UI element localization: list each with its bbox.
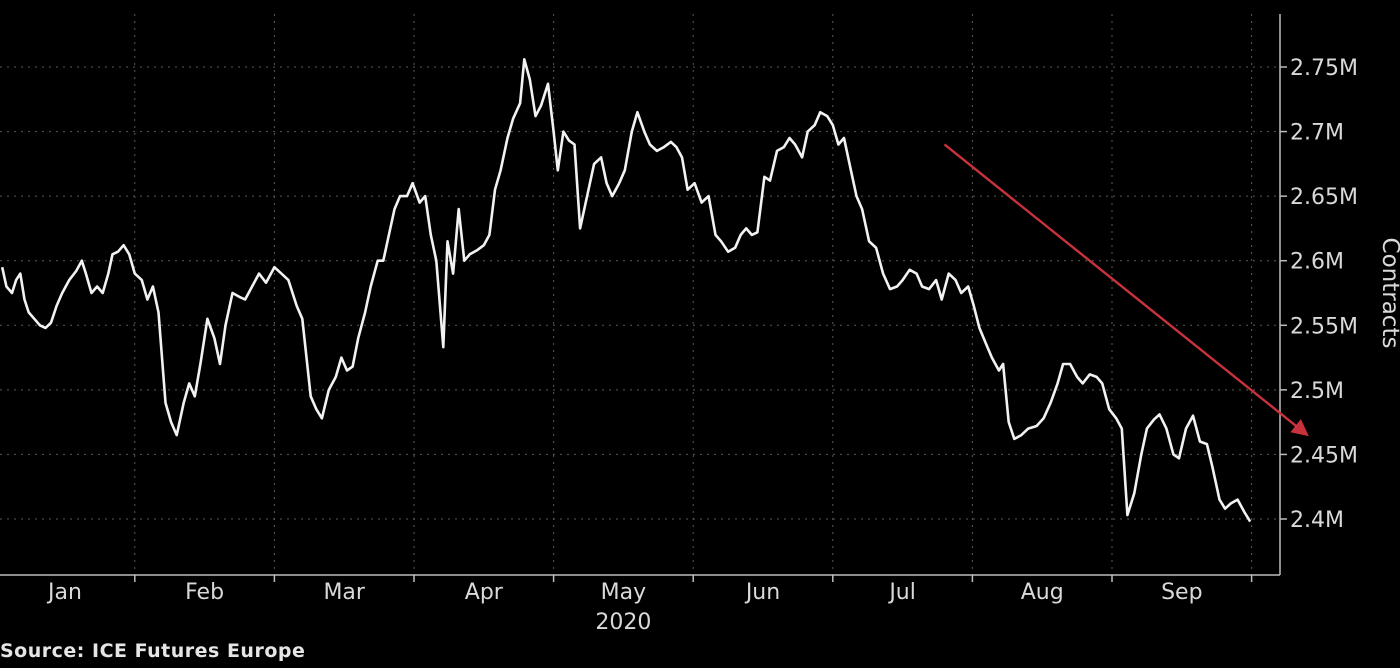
y-tick-label: 2.5M bbox=[1290, 379, 1344, 404]
x-gridlines bbox=[134, 14, 1253, 575]
x-tick-label: May bbox=[601, 580, 646, 605]
y-gridlines bbox=[0, 66, 1280, 520]
x-tick-label: Jul bbox=[887, 580, 916, 605]
x-tick-label: Sep bbox=[1161, 580, 1202, 605]
y-tick-label: 2.6M bbox=[1290, 250, 1344, 275]
trend-arrow bbox=[943, 143, 1309, 437]
year-label: 2020 bbox=[595, 610, 651, 635]
x-tick-label: Mar bbox=[323, 580, 365, 605]
y-tick-label: 2.65M bbox=[1290, 185, 1358, 210]
series-line bbox=[0, 58, 1252, 523]
x-tick-label: Apr bbox=[465, 580, 504, 605]
x-tick-label: Feb bbox=[185, 580, 224, 605]
source-label: Source: ICE Futures Europe bbox=[0, 640, 306, 662]
x-tick-label: Jan bbox=[46, 580, 82, 605]
y-tick-label: 2.4M bbox=[1290, 508, 1344, 533]
x-tick-label: Aug bbox=[1021, 580, 1064, 605]
x-tick-label: Jun bbox=[744, 580, 780, 605]
y-tick-label: 2.45M bbox=[1290, 443, 1358, 468]
y-tick-label: 2.55M bbox=[1290, 314, 1358, 339]
y-tick-label: 2.7M bbox=[1290, 121, 1344, 146]
x-axis: Jan Feb Mar Apr May Jun Jul Aug Sep bbox=[46, 575, 1253, 605]
y-tick-label: 2.75M bbox=[1290, 56, 1358, 81]
y-axis-title: Contracts bbox=[1377, 238, 1400, 349]
y-axis: 2.4M 2.45M 2.5M 2.55M 2.6M 2.65M 2.7M 2.75M bbox=[1280, 56, 1358, 533]
